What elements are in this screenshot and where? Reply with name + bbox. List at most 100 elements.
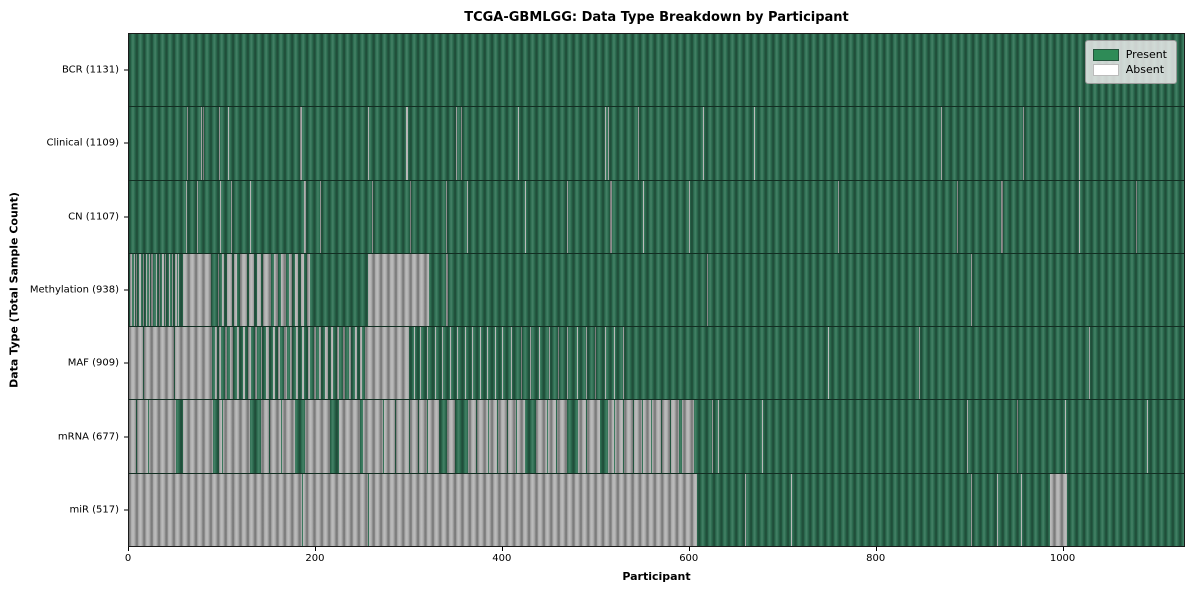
absent-span: [827, 327, 829, 400]
absent-span: [229, 327, 234, 400]
absent-span: [1078, 180, 1080, 253]
y-tick-label: mRNA (677): [57, 431, 119, 443]
absent-span: [372, 400, 383, 473]
absent-span: [539, 327, 541, 400]
absent-span: [457, 327, 459, 400]
absent-span: [169, 253, 171, 327]
absent-span: [489, 400, 498, 473]
absent-span: [633, 400, 643, 473]
absent-span: [331, 327, 334, 400]
absent-span: [1146, 400, 1148, 473]
absent-span: [498, 400, 507, 473]
absent-span: [230, 180, 232, 253]
absent-span: [338, 400, 361, 473]
absent-span: [456, 107, 458, 180]
absent-span: [218, 107, 220, 180]
absent-span: [1017, 400, 1018, 473]
absent-span: [567, 180, 569, 253]
absent-span: [372, 180, 374, 253]
absent-span: [129, 327, 143, 400]
absent-span: [133, 253, 135, 327]
absent-span: [971, 473, 973, 546]
absent-span: [301, 327, 305, 400]
absent-span: [256, 253, 261, 327]
absent-span: [266, 327, 269, 400]
y-tick-mark: [124, 509, 128, 511]
absent-span: [324, 327, 328, 400]
absent-span: [197, 180, 199, 253]
absent-span: [186, 107, 188, 180]
absent-span: [183, 400, 213, 473]
absent-span: [222, 253, 225, 327]
absent-span: [281, 253, 286, 327]
x-tick-label: 0: [124, 553, 132, 564]
absent-span: [919, 327, 920, 400]
absent-span: [1064, 400, 1067, 473]
absent-span: [957, 180, 959, 253]
absent-span: [139, 253, 142, 327]
absent-span: [1088, 327, 1090, 400]
legend-entry-present: Present: [1092, 48, 1167, 61]
absent-span: [558, 327, 559, 400]
absent-span: [587, 400, 601, 473]
x-tick-mark: [314, 547, 316, 551]
absent-span: [517, 400, 526, 473]
absent-span: [535, 400, 547, 473]
absent-span: [202, 107, 204, 180]
absent-span: [791, 473, 793, 546]
absent-span: [670, 400, 680, 473]
absent-span: [753, 107, 755, 180]
absent-span: [494, 327, 496, 400]
absent-span: [313, 327, 316, 400]
absent-span: [610, 180, 613, 253]
absent-span: [302, 473, 368, 546]
absent-span: [237, 327, 240, 400]
x-tick-mark: [501, 547, 503, 551]
row-bcr: [129, 34, 1184, 107]
absent-span: [406, 107, 408, 180]
absent-span: [129, 400, 137, 473]
y-tick-label: Clinical (1109): [46, 137, 120, 149]
absent-span: [363, 400, 372, 473]
absent-span: [383, 400, 395, 473]
absent-span: [165, 253, 167, 327]
plot-area: Present Absent: [128, 33, 1185, 547]
absent-span: [129, 473, 302, 546]
absent-span: [586, 327, 587, 400]
legend-entry-absent: Absent: [1092, 63, 1167, 76]
absent-span: [576, 327, 578, 400]
absent-span: [427, 327, 429, 400]
absent-span: [604, 107, 606, 180]
absent-span: [214, 327, 217, 400]
absent-span: [364, 327, 409, 400]
absent-span: [1136, 180, 1138, 253]
absent-span: [442, 327, 444, 400]
legend: Present Absent: [1084, 40, 1177, 84]
x-tick-mark: [1062, 547, 1064, 551]
absent-span: [409, 400, 419, 473]
absent-span: [996, 473, 998, 546]
row-methylation: [129, 252, 1184, 327]
absent-span: [288, 253, 293, 327]
absent-span: [295, 253, 298, 327]
absent-span: [623, 327, 625, 400]
absent-span: [614, 400, 624, 473]
absent-span: [517, 107, 519, 180]
x-tick-label: 600: [679, 553, 699, 564]
absent-span: [129, 253, 132, 327]
absent-span: [524, 180, 526, 253]
row-maf: [129, 326, 1184, 400]
absent-span: [971, 253, 973, 327]
absent-span: [762, 400, 764, 473]
absent-span: [137, 400, 148, 473]
absent-span: [837, 180, 839, 253]
absent-span: [744, 473, 746, 546]
absent-span: [577, 400, 587, 473]
absent-span: [624, 400, 633, 473]
absent-span: [272, 327, 275, 400]
absent-span: [250, 180, 252, 253]
absent-span: [464, 327, 466, 400]
absent-span: [446, 180, 448, 253]
absent-span: [254, 327, 257, 400]
